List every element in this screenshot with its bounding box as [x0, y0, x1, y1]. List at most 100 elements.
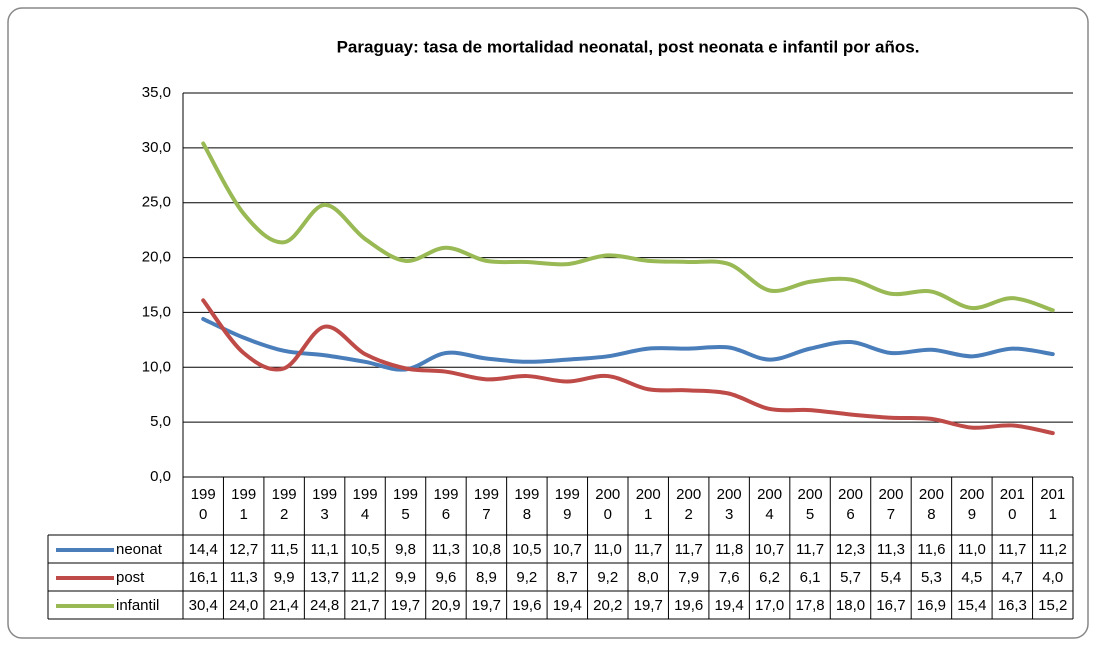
x-tick-label: 2001	[635, 486, 661, 523]
table-value: 30,4	[189, 597, 218, 614]
table-value: 11,6	[917, 541, 945, 558]
table-value: 10,5	[512, 541, 541, 558]
x-tick-label: 1995	[392, 486, 419, 523]
y-tick-label: 0,0	[150, 468, 171, 485]
table-value: 19,4	[715, 597, 744, 614]
table-value: 11,7	[675, 541, 703, 558]
table-value: 19,6	[512, 597, 541, 614]
x-tick-label: 2003	[716, 486, 742, 523]
table-value: 11,7	[998, 541, 1026, 558]
table-value: 11,2	[351, 569, 379, 586]
table-value: 19,7	[634, 597, 663, 614]
table-value: 11,3	[877, 541, 905, 558]
table-value: 17,8	[795, 597, 824, 614]
table-value: 15,4	[957, 597, 986, 614]
table-value: 7,9	[678, 569, 699, 586]
table-value: 8,9	[476, 569, 497, 586]
legend-label: neonat	[116, 541, 163, 558]
table-value: 11,3	[230, 569, 258, 586]
table-value: 9,6	[436, 569, 457, 586]
table-value: 11,7	[796, 541, 824, 558]
table-value: 19,7	[391, 597, 420, 614]
table-value: 15,2	[1038, 597, 1067, 614]
x-tick-label: 1994	[352, 486, 378, 523]
table-value: 9,9	[395, 569, 416, 586]
table-value: 5,7	[840, 569, 861, 586]
table-value: 4,5	[961, 569, 982, 586]
table-value: 9,8	[395, 541, 416, 558]
table-value: 19,6	[674, 597, 703, 614]
legend-label: post	[116, 569, 145, 586]
table-value: 6,1	[800, 569, 821, 586]
table-value: 12,7	[229, 541, 258, 558]
table-value: 9,2	[516, 569, 537, 586]
x-tick-label: 1992	[271, 486, 297, 523]
table-value: 12,3	[836, 541, 865, 558]
x-tick-label: 1990	[190, 486, 216, 523]
table-value: 6,2	[759, 569, 780, 586]
table-value: 16,1	[189, 569, 218, 586]
y-tick-label: 20,0	[142, 249, 171, 266]
x-tick-label: 2010	[999, 486, 1025, 523]
y-tick-label: 10,0	[142, 358, 171, 375]
table-value: 19,7	[472, 597, 501, 614]
table-value: 24,8	[310, 597, 339, 614]
x-tick-label: 2008	[918, 486, 944, 523]
chart-title: Paraguay: tasa de mortalidad neonatal, p…	[337, 37, 920, 56]
x-tick-label: 2004	[757, 486, 783, 523]
x-tick-label: 2009	[959, 486, 985, 523]
table-value: 11,3	[432, 541, 460, 558]
x-tick-label: 2005	[797, 486, 823, 523]
table-value: 10,7	[755, 541, 784, 558]
table-value: 11,8	[715, 541, 743, 558]
x-tick-label: 1999	[554, 486, 580, 523]
table-value: 10,8	[472, 541, 501, 558]
table-value: 10,5	[350, 541, 379, 558]
y-tick-label: 5,0	[150, 413, 171, 430]
table-value: 11,0	[594, 541, 622, 558]
table-value: 8,7	[557, 569, 578, 586]
chart-border	[7, 7, 1089, 639]
series-line	[201, 317, 1055, 372]
table-value: 24,0	[229, 597, 258, 614]
table-value: 11,5	[270, 541, 298, 558]
x-tick-label: 1991	[231, 486, 257, 523]
table-value: 7,6	[719, 569, 740, 586]
table-value: 20,2	[593, 597, 622, 614]
table-value: 10,7	[553, 541, 582, 558]
table-value: 5,3	[921, 569, 942, 586]
table-value: 4,0	[1042, 569, 1063, 586]
table-value: 14,4	[189, 541, 218, 558]
x-tick-label: 1993	[312, 486, 338, 523]
series-line	[201, 141, 1055, 313]
table-value: 11,1	[311, 541, 339, 558]
table-value: 11,2	[1039, 541, 1067, 558]
x-tick-label: 1996	[433, 486, 459, 523]
x-tick-label: 2000	[595, 486, 621, 523]
table-value: 21,7	[350, 597, 379, 614]
y-tick-label: 25,0	[142, 194, 171, 211]
table-value: 8,0	[638, 569, 659, 586]
y-tick-label: 35,0	[142, 84, 171, 101]
table-value: 5,4	[881, 569, 902, 586]
y-tick-label: 15,0	[142, 303, 171, 320]
legend-label: infantil	[116, 597, 159, 614]
table-value: 11,0	[958, 541, 986, 558]
table-value: 4,7	[1002, 569, 1023, 586]
table-value: 9,9	[274, 569, 295, 586]
x-tick-label: 2006	[837, 486, 864, 523]
table-value: 19,4	[553, 597, 582, 614]
table-value: 20,9	[431, 597, 460, 614]
x-tick-label: 2002	[676, 486, 702, 523]
series-line	[201, 298, 1055, 436]
table-value: 11,7	[634, 541, 662, 558]
x-tick-label: 2011	[1040, 486, 1066, 523]
x-tick-label: 1998	[514, 486, 540, 523]
table-value: 21,4	[270, 597, 299, 614]
table-value: 9,2	[597, 569, 618, 586]
x-tick-label: 1997	[473, 486, 499, 523]
table-value: 18,0	[836, 597, 865, 614]
table-value: 16,3	[998, 597, 1027, 614]
